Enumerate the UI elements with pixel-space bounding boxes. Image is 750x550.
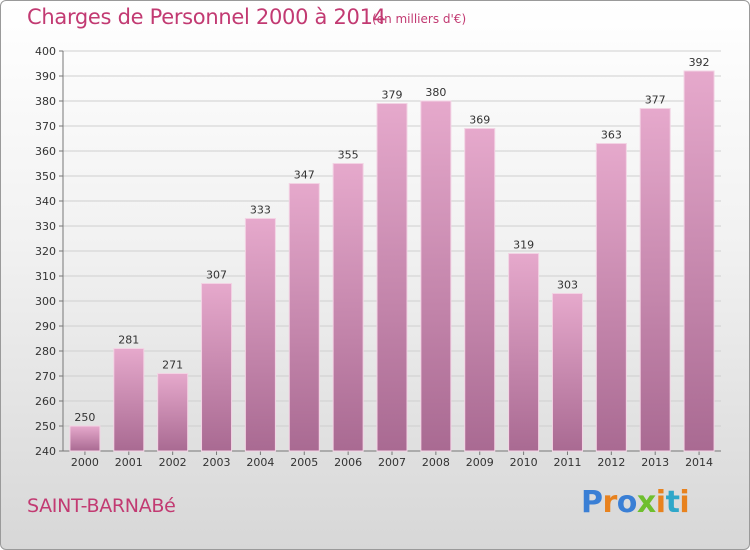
data-label-2003: 307 xyxy=(206,269,227,282)
proxiti-logo[interactable]: Proxiti xyxy=(581,485,690,520)
bar-2006 xyxy=(332,163,364,452)
bar-2008 xyxy=(420,100,452,452)
data-label-2004: 333 xyxy=(250,204,271,217)
y-tick-label: 290 xyxy=(35,320,56,333)
x-tick-label: 2009 xyxy=(466,456,494,469)
logo-letter: i xyxy=(655,485,666,520)
y-tick-label: 240 xyxy=(35,445,56,458)
y-tick-label: 370 xyxy=(35,120,56,133)
logo-letter: P xyxy=(581,485,603,520)
y-tick-label: 270 xyxy=(35,370,56,383)
data-label-2011: 303 xyxy=(557,279,578,292)
x-tick-label: 2002 xyxy=(159,456,187,469)
logo-letter: x xyxy=(636,485,656,520)
y-tick-label: 250 xyxy=(35,420,56,433)
x-tick-label: 2005 xyxy=(290,456,318,469)
bar-2009 xyxy=(464,128,496,452)
y-tick-label: 340 xyxy=(35,195,56,208)
data-label-2014: 392 xyxy=(689,56,710,69)
x-tick-label: 2008 xyxy=(422,456,450,469)
x-tick-label: 2013 xyxy=(641,456,669,469)
data-label-2013: 377 xyxy=(645,94,666,107)
bar-2012 xyxy=(595,143,627,452)
y-tick-label: 260 xyxy=(35,395,56,408)
data-label-2007: 379 xyxy=(382,89,403,102)
data-label-2000: 250 xyxy=(74,411,95,424)
y-tick-label: 300 xyxy=(35,295,56,308)
y-tick-label: 350 xyxy=(35,170,56,183)
bar-2000 xyxy=(69,425,101,452)
bar-2014 xyxy=(683,70,715,452)
logo-letter: r xyxy=(602,485,618,520)
data-label-2002: 271 xyxy=(162,359,183,372)
bar-2013 xyxy=(639,108,671,452)
bar-2005 xyxy=(288,183,320,452)
y-tick-label: 280 xyxy=(35,345,56,358)
x-tick-label: 2006 xyxy=(334,456,362,469)
y-tick-label: 320 xyxy=(35,245,56,258)
logo-letter: i xyxy=(679,485,690,520)
data-label-2009: 369 xyxy=(469,114,490,127)
bar-2010 xyxy=(508,253,540,452)
data-label-2005: 347 xyxy=(294,169,315,182)
bar-2004 xyxy=(244,218,276,452)
logo-letter: t xyxy=(665,485,680,520)
logo-letter: o xyxy=(616,485,638,520)
x-tick-label: 2014 xyxy=(685,456,713,469)
data-labels: 250 281 271 307 333 347 355 379 380 369 319 303 363 3… xyxy=(74,56,709,424)
y-tick-label: 310 xyxy=(35,270,56,283)
y-tick-label: 360 xyxy=(35,145,56,158)
x-tick-label: 2000 xyxy=(71,456,99,469)
chart-title: Charges de Personnel 2000 à 2014 xyxy=(27,5,386,29)
data-label-2001: 281 xyxy=(118,334,139,347)
bars xyxy=(69,70,715,452)
y-tick-label: 400 xyxy=(35,45,56,58)
bar-2003 xyxy=(201,283,233,452)
data-label-2006: 355 xyxy=(338,149,359,162)
bar-2002 xyxy=(157,373,189,452)
data-label-2012: 363 xyxy=(601,129,622,142)
data-label-2008: 380 xyxy=(425,86,446,99)
bar-2011 xyxy=(551,293,583,452)
x-tick-label: 2010 xyxy=(510,456,538,469)
x-tick-label: 2011 xyxy=(553,456,581,469)
data-label-2010: 319 xyxy=(513,239,534,252)
x-tick-label: 2001 xyxy=(115,456,143,469)
x-tick-label: 2007 xyxy=(378,456,406,469)
y-tick-label: 380 xyxy=(35,95,56,108)
x-tick-label: 2003 xyxy=(203,456,231,469)
y-tick-label: 330 xyxy=(35,220,56,233)
x-tick-label: 2012 xyxy=(597,456,625,469)
y-tick-label: 390 xyxy=(35,70,56,83)
bar-2007 xyxy=(376,103,408,452)
chart-subtitle: (en milliers d'€) xyxy=(372,12,467,26)
town-name: SAINT-BARNABé xyxy=(27,495,176,517)
x-tick-label: 2004 xyxy=(246,456,274,469)
bar-2001 xyxy=(113,348,145,452)
